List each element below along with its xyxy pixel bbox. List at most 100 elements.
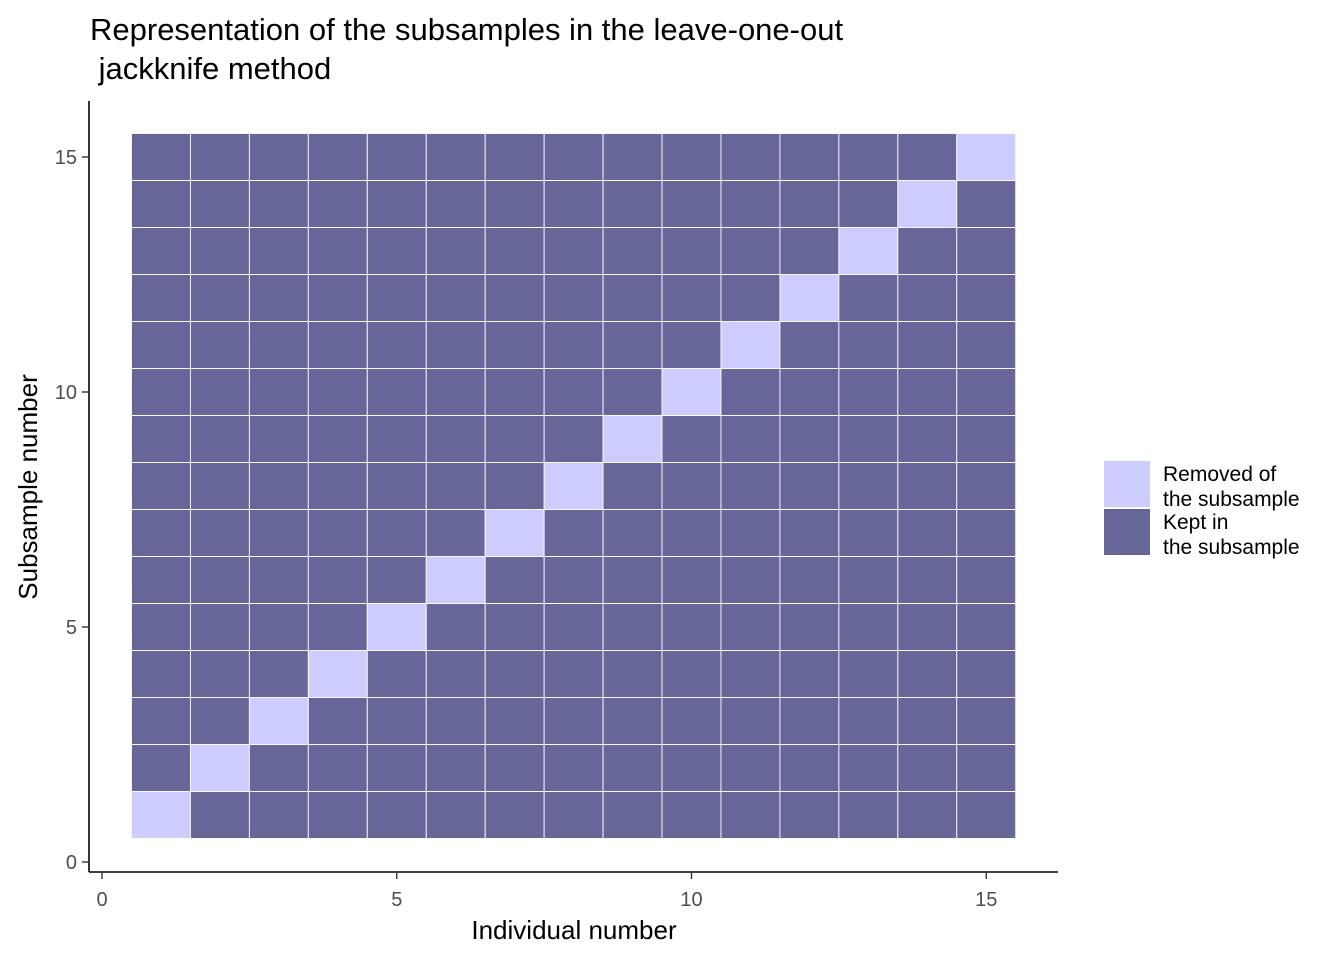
cell-kept — [131, 603, 191, 651]
cell-kept — [307, 697, 368, 745]
cell-kept — [897, 509, 958, 557]
cell-kept — [779, 556, 840, 604]
cell-kept — [720, 415, 781, 463]
cell-kept — [131, 274, 191, 322]
cell-kept — [248, 744, 309, 792]
cell-kept — [956, 650, 1017, 698]
cell-kept — [779, 509, 840, 557]
cell-kept — [661, 227, 722, 275]
cell-kept — [956, 180, 1017, 228]
cell-kept — [838, 744, 899, 792]
cell-kept — [838, 180, 899, 228]
cell-kept — [897, 321, 958, 369]
cell-kept — [720, 180, 781, 228]
cell-kept — [602, 603, 663, 651]
cell-removed — [484, 509, 545, 557]
cell-kept — [897, 368, 958, 416]
cell-kept — [189, 368, 250, 416]
cell-kept — [425, 462, 486, 510]
x-axis-ticks: 0 5 10 15 — [96, 872, 997, 911]
cell-kept — [897, 415, 958, 463]
cell-kept — [661, 321, 722, 369]
cell-kept — [661, 462, 722, 510]
cell-kept — [720, 744, 781, 792]
cell-kept — [189, 556, 250, 604]
cell-kept — [661, 133, 722, 181]
cell-kept — [543, 556, 604, 604]
cell-kept — [425, 415, 486, 463]
cell-kept — [720, 368, 781, 416]
cell-kept — [131, 462, 191, 510]
cell-kept — [248, 650, 309, 698]
cell-kept — [602, 133, 663, 181]
cell-kept — [602, 509, 663, 557]
cell-kept — [543, 791, 604, 839]
cell-kept — [838, 462, 899, 510]
cell-kept — [838, 321, 899, 369]
cell-kept — [956, 227, 1017, 275]
cell-kept — [189, 509, 250, 557]
cell-removed — [425, 556, 486, 604]
cell-kept — [838, 368, 899, 416]
cell-kept — [366, 462, 427, 510]
cell-kept — [248, 415, 309, 463]
cell-kept — [425, 744, 486, 792]
cell-kept — [720, 650, 781, 698]
cell-kept — [366, 791, 427, 839]
cell-kept — [425, 509, 486, 557]
cell-kept — [366, 697, 427, 745]
cell-kept — [661, 697, 722, 745]
cell-kept — [956, 462, 1017, 510]
cell-kept — [720, 791, 781, 839]
x-axis-title: Individual number — [471, 915, 677, 945]
cell-kept — [189, 321, 250, 369]
cell-kept — [661, 509, 722, 557]
cell-kept — [602, 697, 663, 745]
cell-kept — [131, 368, 191, 416]
cell-kept — [366, 180, 427, 228]
cell-kept — [131, 133, 191, 181]
cell-kept — [131, 697, 191, 745]
cell-kept — [956, 791, 1017, 839]
cell-kept — [602, 556, 663, 604]
cell-kept — [189, 603, 250, 651]
cell-kept — [838, 415, 899, 463]
cell-removed — [189, 744, 250, 792]
cell-kept — [838, 791, 899, 839]
cell-kept — [248, 180, 309, 228]
cell-kept — [307, 274, 368, 322]
cell-kept — [131, 415, 191, 463]
cell-kept — [897, 556, 958, 604]
cell-kept — [131, 227, 191, 275]
cell-kept — [543, 603, 604, 651]
y-tick-label: 0 — [66, 852, 77, 874]
cell-kept — [366, 509, 427, 557]
cell-kept — [720, 603, 781, 651]
cell-kept — [484, 462, 545, 510]
legend-key-removed — [1104, 461, 1150, 507]
cell-kept — [543, 321, 604, 369]
cell-removed — [838, 227, 899, 275]
cell-kept — [484, 274, 545, 322]
cell-kept — [543, 744, 604, 792]
cell-removed — [131, 791, 191, 839]
cell-kept — [779, 227, 840, 275]
cell-kept — [307, 509, 368, 557]
y-tick-label: 5 — [66, 617, 77, 639]
cell-kept — [248, 274, 309, 322]
cell-kept — [838, 603, 899, 651]
cell-kept — [131, 509, 191, 557]
cell-kept — [425, 133, 486, 181]
cell-kept — [779, 650, 840, 698]
cell-kept — [897, 791, 958, 839]
cell-kept — [484, 227, 545, 275]
cell-kept — [248, 368, 309, 416]
cell-removed — [897, 180, 958, 228]
cell-kept — [366, 133, 427, 181]
cell-kept — [425, 274, 486, 322]
cell-kept — [366, 321, 427, 369]
cell-kept — [838, 650, 899, 698]
cell-kept — [425, 227, 486, 275]
